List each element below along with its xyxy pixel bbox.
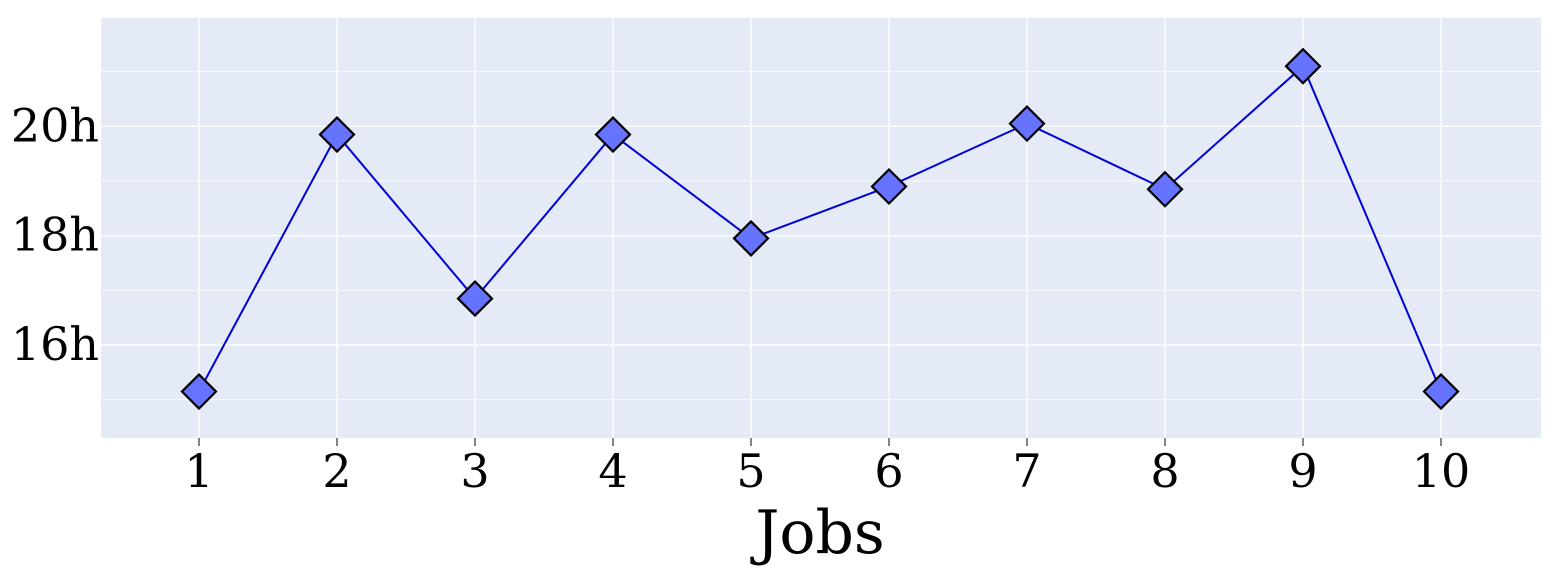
- x-tick-label: 6: [874, 444, 903, 498]
- data-point-marker: [456, 280, 494, 318]
- data-point-marker: [870, 167, 908, 206]
- x-tick-label: 3: [460, 444, 489, 498]
- y-tick-label: 16h: [11, 317, 99, 371]
- data-point-marker: [1284, 47, 1322, 85]
- x-tick-label: 8: [1150, 444, 1179, 498]
- data-point-marker: [318, 115, 356, 154]
- x-tick-label: 7: [1012, 444, 1041, 498]
- series-line: [198, 64, 1442, 392]
- data-point-marker: [1422, 372, 1460, 411]
- x-axis-ticks: 1 2 3 4 5 6 7 8 9 10: [184, 438, 1470, 498]
- x-tick-label: 4: [598, 444, 627, 498]
- x-tick-label: 5: [736, 444, 765, 498]
- x-tick-label: 2: [322, 444, 351, 498]
- y-tick-label: 20h: [11, 98, 99, 152]
- data-point-marker: [1146, 170, 1184, 208]
- data-point-marker: [180, 372, 218, 411]
- series-group: [180, 47, 1460, 411]
- data-point-marker: [732, 219, 770, 257]
- y-tick-label: 18h: [11, 208, 99, 262]
- data-point-marker: [1008, 105, 1046, 143]
- x-axis-title: Jobs: [749, 498, 884, 568]
- x-tick-label: 10: [1412, 444, 1471, 498]
- x-tick-label: 9: [1288, 444, 1317, 498]
- y-axis-ticks: 16h 18h 20h: [11, 98, 99, 371]
- x-tick-label: 1: [184, 444, 213, 498]
- plot-area: [101, 17, 1541, 438]
- data-point-marker: [594, 115, 632, 154]
